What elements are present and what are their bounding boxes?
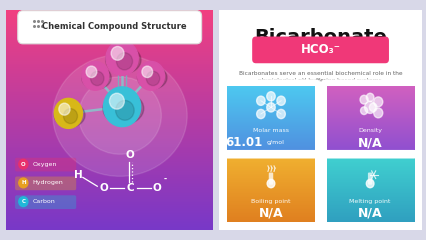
Circle shape bbox=[256, 96, 265, 105]
Circle shape bbox=[277, 96, 285, 105]
Text: g/mol: g/mol bbox=[267, 140, 285, 145]
Circle shape bbox=[267, 92, 275, 101]
Text: O: O bbox=[153, 183, 161, 193]
Circle shape bbox=[82, 61, 109, 90]
FancyBboxPatch shape bbox=[15, 158, 76, 171]
Circle shape bbox=[366, 179, 374, 188]
Text: 61.01: 61.01 bbox=[226, 136, 263, 149]
Circle shape bbox=[19, 159, 28, 169]
Ellipse shape bbox=[82, 66, 111, 89]
Circle shape bbox=[116, 53, 132, 70]
Text: Hydrogen: Hydrogen bbox=[32, 180, 63, 186]
Text: Molar mass: Molar mass bbox=[253, 128, 289, 133]
FancyBboxPatch shape bbox=[15, 195, 76, 209]
Circle shape bbox=[109, 93, 124, 109]
Circle shape bbox=[59, 103, 70, 115]
Text: O: O bbox=[21, 162, 26, 167]
Circle shape bbox=[146, 71, 160, 86]
Text: Melting point: Melting point bbox=[349, 198, 391, 204]
Text: O: O bbox=[99, 183, 108, 193]
Ellipse shape bbox=[54, 103, 85, 127]
Ellipse shape bbox=[79, 77, 161, 154]
FancyBboxPatch shape bbox=[15, 177, 76, 190]
Circle shape bbox=[91, 71, 104, 86]
Circle shape bbox=[115, 100, 134, 120]
Text: N/A: N/A bbox=[259, 207, 283, 220]
Text: H: H bbox=[21, 180, 26, 186]
Text: N/A: N/A bbox=[358, 136, 383, 149]
FancyBboxPatch shape bbox=[368, 173, 372, 185]
Ellipse shape bbox=[106, 46, 141, 74]
Text: Density: Density bbox=[358, 128, 382, 133]
Text: Carbon: Carbon bbox=[32, 199, 55, 204]
Circle shape bbox=[374, 108, 383, 118]
Text: Oxygen: Oxygen bbox=[32, 162, 57, 167]
Text: -: - bbox=[164, 175, 167, 184]
Circle shape bbox=[366, 93, 374, 102]
Circle shape bbox=[267, 103, 275, 112]
Circle shape bbox=[267, 179, 275, 188]
Text: Bicarbonate: Bicarbonate bbox=[254, 28, 387, 47]
Text: C: C bbox=[127, 183, 134, 193]
Circle shape bbox=[86, 66, 97, 78]
FancyBboxPatch shape bbox=[252, 36, 389, 63]
Circle shape bbox=[360, 95, 368, 104]
Circle shape bbox=[104, 87, 141, 127]
FancyBboxPatch shape bbox=[216, 5, 426, 235]
FancyBboxPatch shape bbox=[18, 11, 201, 44]
Circle shape bbox=[360, 107, 368, 114]
Circle shape bbox=[106, 41, 138, 75]
Circle shape bbox=[55, 98, 82, 128]
Text: Chemical Compound Structure: Chemical Compound Structure bbox=[41, 22, 186, 31]
Circle shape bbox=[256, 109, 265, 119]
Text: O: O bbox=[126, 150, 135, 160]
Text: C: C bbox=[21, 199, 25, 204]
Circle shape bbox=[369, 103, 377, 112]
Circle shape bbox=[63, 108, 78, 124]
Ellipse shape bbox=[103, 93, 144, 124]
Circle shape bbox=[277, 109, 285, 119]
Text: HCO₃⁻: HCO₃⁻ bbox=[301, 43, 340, 56]
Circle shape bbox=[138, 61, 164, 90]
Text: Bicarbonates serve an essential biochemical role in the
physiological pH bufferi: Bicarbonates serve an essential biochemi… bbox=[239, 71, 403, 83]
Text: H: H bbox=[74, 170, 83, 180]
Circle shape bbox=[365, 101, 376, 114]
FancyBboxPatch shape bbox=[269, 173, 273, 185]
Circle shape bbox=[19, 197, 28, 207]
Text: N/A: N/A bbox=[358, 207, 383, 220]
Text: Boiling point: Boiling point bbox=[251, 198, 291, 204]
Ellipse shape bbox=[138, 66, 167, 89]
Circle shape bbox=[111, 47, 124, 60]
Circle shape bbox=[374, 97, 383, 107]
Circle shape bbox=[19, 178, 28, 188]
Circle shape bbox=[142, 66, 153, 78]
Ellipse shape bbox=[53, 55, 187, 176]
